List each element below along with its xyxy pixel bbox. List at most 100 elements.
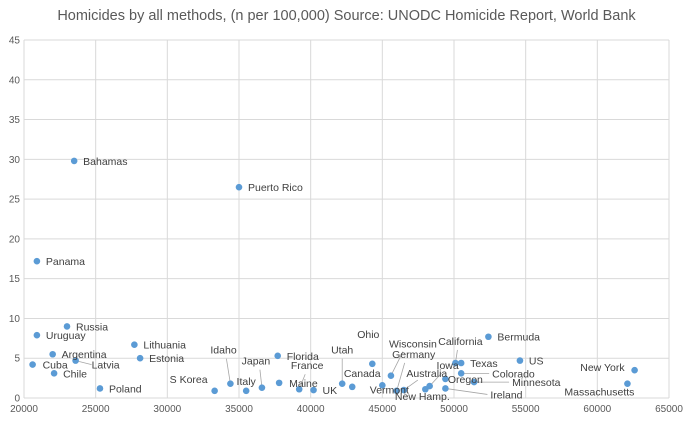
x-tick-label: 65000 — [655, 404, 683, 415]
data-label: Iowa — [437, 360, 459, 372]
data-label: Estonia — [149, 353, 184, 365]
data-label: Australia — [406, 368, 447, 380]
data-point — [136, 354, 144, 362]
data-label: New York — [580, 362, 625, 374]
data-label: Poland — [109, 383, 142, 395]
data-point — [49, 350, 56, 358]
data-point — [338, 380, 346, 387]
data-point — [63, 323, 71, 330]
x-tick-label: 55000 — [512, 404, 540, 415]
data-label: Minnesota — [512, 377, 561, 389]
x-tick-label: 25000 — [82, 404, 110, 415]
data-point — [387, 372, 395, 380]
data-point — [274, 352, 282, 360]
leader-line — [390, 351, 404, 376]
data-point — [50, 370, 58, 377]
y-tick-label: 10 — [9, 314, 21, 325]
data-point — [211, 387, 218, 395]
data-label: Utah — [331, 345, 353, 357]
data-point — [485, 333, 492, 341]
data-label: S Korea — [170, 374, 208, 386]
data-label: Idaho — [210, 345, 236, 357]
data-point — [33, 331, 41, 339]
y-tick-label: 5 — [14, 354, 20, 365]
data-label: Lithuania — [143, 340, 186, 352]
x-tick-label: 45000 — [368, 404, 396, 415]
y-tick-label: 30 — [9, 155, 21, 166]
data-point — [624, 380, 631, 387]
data-label: France — [291, 360, 324, 372]
data-point — [29, 361, 36, 368]
data-point — [379, 381, 386, 389]
y-tick-label: 45 — [9, 36, 21, 47]
data-point — [295, 385, 303, 393]
data-label: Germany — [392, 349, 436, 361]
data-point — [96, 385, 104, 392]
data-point — [227, 380, 234, 387]
data-label: California — [438, 336, 483, 348]
data-point — [310, 386, 317, 394]
data-label: Ireland — [490, 389, 522, 401]
data-point — [442, 375, 449, 383]
data-point — [393, 387, 400, 395]
data-point — [235, 183, 243, 191]
x-tick-label: 20000 — [10, 404, 38, 415]
data-point — [70, 157, 78, 165]
x-tick-label: 60000 — [583, 404, 611, 415]
data-point — [452, 359, 459, 367]
data-label: Argentina — [62, 349, 107, 361]
chart-title: Homicides by all methods, (n per 100,000… — [57, 8, 636, 24]
data-point — [516, 357, 524, 364]
data-label: Panama — [46, 256, 85, 268]
data-label: Uruguay — [46, 330, 86, 342]
data-label: Chile — [63, 368, 87, 380]
data-label: Cuba — [43, 360, 68, 372]
data-label: Puerto Rico — [248, 182, 303, 194]
x-tick-label: 30000 — [153, 404, 181, 415]
data-label: Vermont — [370, 384, 409, 396]
data-point — [242, 387, 250, 395]
y-tick-label: 15 — [9, 274, 21, 285]
data-point — [631, 366, 638, 374]
data-label: New Hamp. — [395, 391, 450, 403]
data-label: Colorado — [492, 368, 535, 380]
data-label: Oregon — [448, 374, 483, 386]
data-point — [348, 383, 356, 391]
data-point — [457, 359, 465, 367]
data-label: Bahamas — [83, 156, 127, 168]
data-point — [457, 370, 465, 377]
leader-line — [226, 358, 231, 384]
data-point — [131, 341, 138, 348]
y-tick-label: 0 — [14, 394, 20, 405]
data-point — [72, 357, 79, 364]
data-label: Canada — [344, 368, 381, 380]
data-point — [258, 384, 266, 391]
data-label: Wisconsin — [389, 339, 437, 351]
data-point — [426, 382, 433, 390]
y-tick-label: 20 — [9, 234, 21, 245]
data-point — [369, 360, 376, 368]
data-label: Latvia — [92, 360, 120, 372]
data-label: Japan — [242, 356, 271, 368]
data-label: Florida — [287, 351, 319, 363]
y-tick-label: 40 — [9, 75, 21, 86]
data-label: Italy — [237, 376, 257, 388]
data-label: Texas — [470, 358, 497, 370]
data-point — [442, 385, 449, 392]
data-point — [400, 386, 408, 394]
data-label: Russia — [76, 321, 108, 333]
data-label: UK — [323, 385, 338, 397]
x-tick-label: 35000 — [225, 404, 253, 415]
y-tick-label: 25 — [9, 195, 21, 206]
data-label: Bermuda — [497, 332, 540, 344]
y-tick-label: 35 — [9, 115, 21, 126]
leader-line — [396, 362, 406, 391]
data-label: Ohio — [357, 329, 379, 341]
data-label: US — [529, 356, 544, 368]
data-label: Massachusetts — [564, 387, 634, 399]
data-point — [33, 257, 41, 265]
x-tick-label: 50000 — [440, 404, 468, 415]
data-label: Maine — [289, 378, 318, 390]
